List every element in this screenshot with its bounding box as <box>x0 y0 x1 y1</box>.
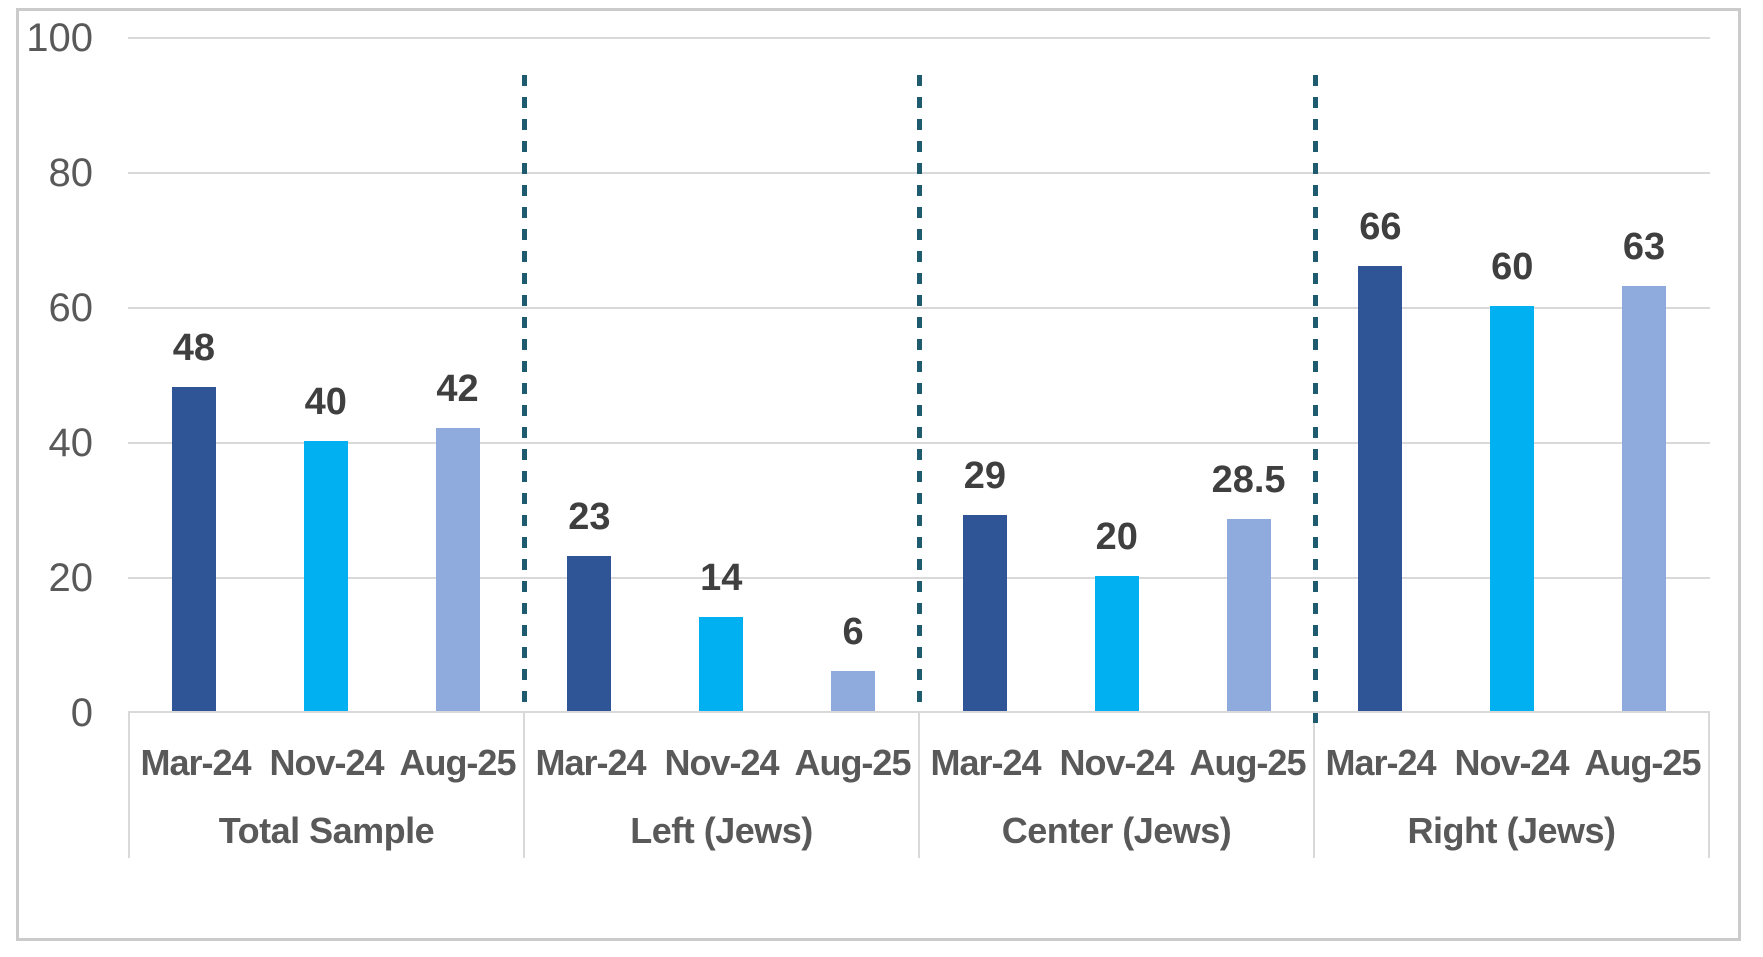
y-tick-label: 40 <box>48 421 94 465</box>
plot-area: 100 80 60 40 20 0 48 40 42 23 14 6 29 20 28.5 66 60 63 <box>26 18 1710 733</box>
y-tick-label: 60 <box>48 286 94 330</box>
bar <box>567 555 612 711</box>
category-tick-label: Nov-24 <box>269 742 384 783</box>
group-label-row: Right (Jews) <box>1315 813 1708 858</box>
bar-value-label: 6 <box>842 610 864 653</box>
category-tick-label: Aug-25 <box>1189 742 1306 783</box>
group-label: Left (Jews) <box>630 810 813 851</box>
bar-value-label: 63 <box>1622 225 1666 268</box>
group-label-row: Total Sample <box>130 813 523 858</box>
bar-value-label: 20 <box>1095 516 1138 558</box>
bar-value-label: 60 <box>1491 246 1534 288</box>
group-label-row: Left (Jews) <box>525 813 918 858</box>
group-separator-line <box>917 75 922 713</box>
bar-group: 66 60 63 <box>1315 38 1711 711</box>
category-tick-label: Mar-24 <box>930 742 1041 783</box>
category-tick-label: Mar-24 <box>140 742 251 783</box>
bar-value-label: 40 <box>304 381 347 423</box>
bar-cell: 28.5 <box>1183 38 1315 711</box>
y-tick-label: 80 <box>48 151 94 195</box>
category-tick-row: Mar-24 Nov-24 Aug-25 <box>1315 713 1708 813</box>
bar <box>699 616 744 711</box>
group-label: Total Sample <box>218 810 435 851</box>
bar-cell: 29 <box>919 38 1051 711</box>
group-label-row: Center (Jews) <box>920 813 1313 858</box>
bar <box>303 441 348 711</box>
bar-group: 29 20 28.5 <box>919 38 1315 711</box>
bar <box>435 427 480 711</box>
bar <box>1490 306 1535 711</box>
bar-value-label: 29 <box>963 455 1007 498</box>
bar <box>1358 265 1403 711</box>
bar-cell: 20 <box>1051 38 1183 711</box>
bar-cell: 60 <box>1446 38 1578 711</box>
gridline <box>128 37 1710 39</box>
bar-cell: 23 <box>524 38 656 711</box>
bar-value-label: 48 <box>172 327 216 369</box>
bar-cell: 40 <box>260 38 392 711</box>
bar-cell: 66 <box>1315 38 1447 711</box>
bar <box>831 670 876 711</box>
category-tick-label: Aug-25 <box>1584 742 1701 783</box>
bar-groups: 48 40 42 23 14 6 29 20 28.5 66 60 63 <box>128 38 1710 711</box>
category-tick-row: Mar-24 Nov-24 Aug-25 <box>130 713 523 813</box>
bar-value-label: 28.5 <box>1211 458 1286 501</box>
y-tick-label: 20 <box>48 556 94 600</box>
y-tick-label: 100 <box>26 16 93 60</box>
group-label: Right (Jews) <box>1407 810 1616 851</box>
bar <box>962 515 1007 711</box>
category-tick-label: Aug-25 <box>794 742 911 783</box>
group-label: Center (Jews) <box>1001 810 1232 851</box>
axis-group: Mar-24 Nov-24 Aug-25 Center (Jews) <box>918 713 1313 858</box>
bar-cell: 6 <box>787 38 919 711</box>
category-tick-label: Mar-24 <box>1325 742 1436 783</box>
category-tick-label: Nov-24 <box>1059 742 1174 783</box>
category-tick-label: Nov-24 <box>1454 742 1569 783</box>
category-tick-row: Mar-24 Nov-24 Aug-25 <box>525 713 918 813</box>
group-separator-line <box>521 75 527 713</box>
group-separator-line <box>1312 75 1318 723</box>
bar <box>171 387 216 711</box>
category-tick-label: Nov-24 <box>664 742 779 783</box>
bar-value-label: 66 <box>1359 205 1402 248</box>
category-tick-row: Mar-24 Nov-24 Aug-25 <box>920 713 1313 813</box>
category-axis: Mar-24 Nov-24 Aug-25 Total Sample Mar-24 Nov-… <box>128 713 1710 858</box>
bar <box>1226 518 1271 711</box>
category-tick-label: Aug-25 <box>399 742 516 783</box>
bar-cell: 14 <box>655 38 787 711</box>
bar-value-label: 42 <box>436 367 479 410</box>
bar-cell: 42 <box>392 38 524 711</box>
chart-frame: 100 80 60 40 20 0 48 40 42 23 14 6 29 20 28.5 66 60 63 Ma… <box>16 8 1741 941</box>
bar-value-label: 23 <box>568 495 611 538</box>
axis-group: Mar-24 Nov-24 Aug-25 Left (Jews) <box>523 713 918 858</box>
axis-group: Mar-24 Nov-24 Aug-25 Total Sample <box>128 713 523 858</box>
y-tick-label: 0 <box>70 691 93 735</box>
bar-value-label: 14 <box>700 556 743 599</box>
bar-group: 23 14 6 <box>524 38 920 711</box>
bar-group: 48 40 42 <box>128 38 524 711</box>
bar <box>1094 576 1139 711</box>
axis-group: Mar-24 Nov-24 Aug-25 Right (Jews) <box>1313 713 1708 858</box>
bar <box>1622 285 1667 711</box>
category-tick-label: Mar-24 <box>535 742 646 783</box>
bar-cell: 48 <box>128 38 260 711</box>
bar-cell: 63 <box>1578 38 1710 711</box>
